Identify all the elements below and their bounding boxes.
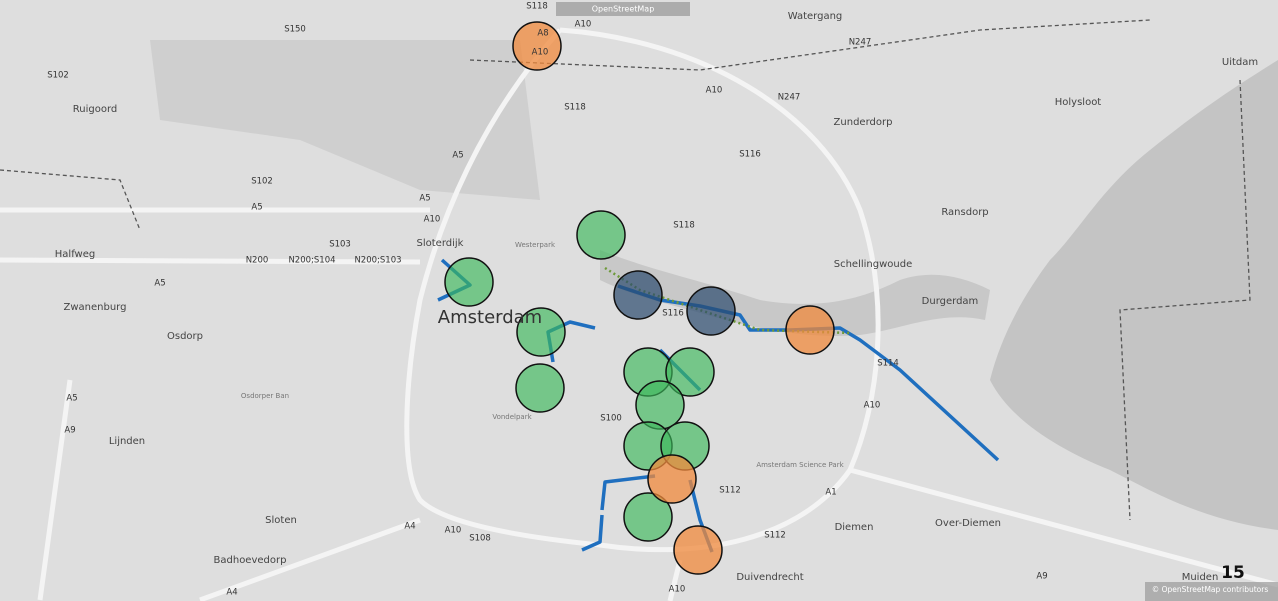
water-ij bbox=[600, 250, 990, 336]
attribution: © OpenStreetMap contributors bbox=[1152, 585, 1269, 594]
road-label: A5 bbox=[154, 279, 165, 289]
road-label: A5 bbox=[66, 394, 77, 404]
road bbox=[667, 559, 683, 601]
marker-green bbox=[576, 210, 626, 260]
road bbox=[199, 517, 421, 601]
road-label: S103 bbox=[329, 240, 351, 250]
road-label: A5 bbox=[452, 151, 463, 161]
place-label: Duivendrecht bbox=[736, 572, 803, 583]
place-label: Zunderdorp bbox=[834, 117, 893, 128]
road-label: S118 bbox=[526, 2, 548, 12]
road-label: S102 bbox=[47, 71, 69, 81]
marker-green bbox=[665, 347, 715, 397]
road-label: A10 bbox=[669, 585, 686, 595]
road-label: S100 bbox=[600, 414, 622, 424]
road-label: A10 bbox=[864, 401, 881, 411]
road-label: A8 bbox=[537, 29, 548, 39]
road-label: N200 bbox=[246, 256, 269, 266]
road-label: S150 bbox=[284, 25, 306, 35]
road-label: S114 bbox=[877, 359, 899, 369]
place-label: Westerpark bbox=[515, 241, 556, 249]
ring-road bbox=[404, 27, 881, 553]
road-label: A5 bbox=[251, 203, 262, 213]
place-label: Holysloot bbox=[1055, 97, 1102, 108]
road-label: S112 bbox=[719, 486, 741, 496]
road-label: S116 bbox=[739, 150, 761, 160]
road-label: A10 bbox=[424, 215, 441, 225]
route bbox=[581, 514, 604, 552]
road-label: A4 bbox=[404, 522, 415, 532]
route bbox=[600, 474, 656, 511]
page-number: 15 bbox=[1221, 563, 1245, 583]
road-label: N200;S104 bbox=[288, 256, 335, 266]
place-label: Lijnden bbox=[109, 436, 145, 447]
route bbox=[617, 284, 1000, 462]
place-label: Amsterdam bbox=[438, 307, 542, 328]
place-label: Diemen bbox=[835, 522, 874, 533]
road-label: A9 bbox=[1036, 572, 1047, 582]
place-label: Osdorp bbox=[167, 331, 203, 342]
place-label: Uitdam bbox=[1222, 57, 1258, 68]
place-label: Ransdorp bbox=[941, 207, 988, 218]
place-label: Schellingwoude bbox=[834, 259, 913, 270]
roads bbox=[0, 27, 1278, 601]
place-label: Over-Diemen bbox=[935, 518, 1001, 529]
marker-green bbox=[515, 363, 565, 413]
marker-orange bbox=[673, 525, 723, 575]
road-label: A10 bbox=[532, 48, 549, 58]
place-label: Osdorper Ban bbox=[241, 392, 289, 400]
road-label: S102 bbox=[251, 177, 273, 187]
labels: Amsterdam Halfweg Zwanenburg Osdorp Ruigoord… bbox=[47, 2, 1258, 598]
marker-green bbox=[444, 257, 494, 307]
road-label: A10 bbox=[445, 526, 462, 536]
marker-navy bbox=[686, 286, 736, 336]
place-label: Zwanenburg bbox=[64, 302, 127, 313]
harbour-area bbox=[150, 40, 540, 200]
road bbox=[849, 467, 1278, 588]
road-label: A4 bbox=[226, 588, 237, 598]
road-label: A10 bbox=[706, 86, 723, 96]
place-label: Halfweg bbox=[55, 249, 95, 260]
road-label: S108 bbox=[469, 534, 491, 544]
road-label: S118 bbox=[673, 221, 695, 231]
water-ijmeer bbox=[990, 60, 1278, 530]
place-label: Muiden bbox=[1182, 572, 1219, 583]
road-label: A5 bbox=[419, 194, 430, 204]
road-label: S112 bbox=[764, 531, 786, 541]
road-label: A9 bbox=[64, 426, 75, 436]
road bbox=[37, 379, 73, 601]
road-label: N200;S103 bbox=[354, 256, 401, 266]
source-label: OpenStreetMap bbox=[592, 5, 655, 14]
place-label: Vondelpark bbox=[492, 413, 532, 421]
road-label: A1 bbox=[825, 488, 836, 498]
place-label: Amsterdam Science Park bbox=[756, 461, 844, 469]
place-label: Sloten bbox=[265, 515, 297, 526]
marker-navy bbox=[613, 270, 663, 320]
municipal-border bbox=[0, 19, 1251, 521]
source-badge bbox=[556, 2, 690, 16]
road bbox=[0, 257, 421, 265]
place-label: Durgerdam bbox=[922, 296, 979, 307]
marker-orange bbox=[512, 21, 562, 71]
road-label: S116 bbox=[662, 309, 684, 319]
road-label: A10 bbox=[575, 20, 592, 30]
place-label: Sloterdijk bbox=[417, 238, 464, 249]
place-label: Badhoevedorp bbox=[214, 555, 287, 566]
road-label: N247 bbox=[778, 93, 801, 103]
road-label: N247 bbox=[849, 38, 872, 48]
marker-green bbox=[516, 307, 566, 357]
markers bbox=[444, 21, 835, 575]
marker-orange bbox=[785, 305, 835, 355]
place-label: Ruigoord bbox=[73, 104, 117, 115]
road-label: S118 bbox=[564, 103, 586, 113]
marker-green bbox=[623, 492, 673, 542]
attribution-badge bbox=[1145, 582, 1278, 601]
place-label: Watergang bbox=[788, 11, 843, 22]
marker-orange bbox=[647, 454, 697, 504]
